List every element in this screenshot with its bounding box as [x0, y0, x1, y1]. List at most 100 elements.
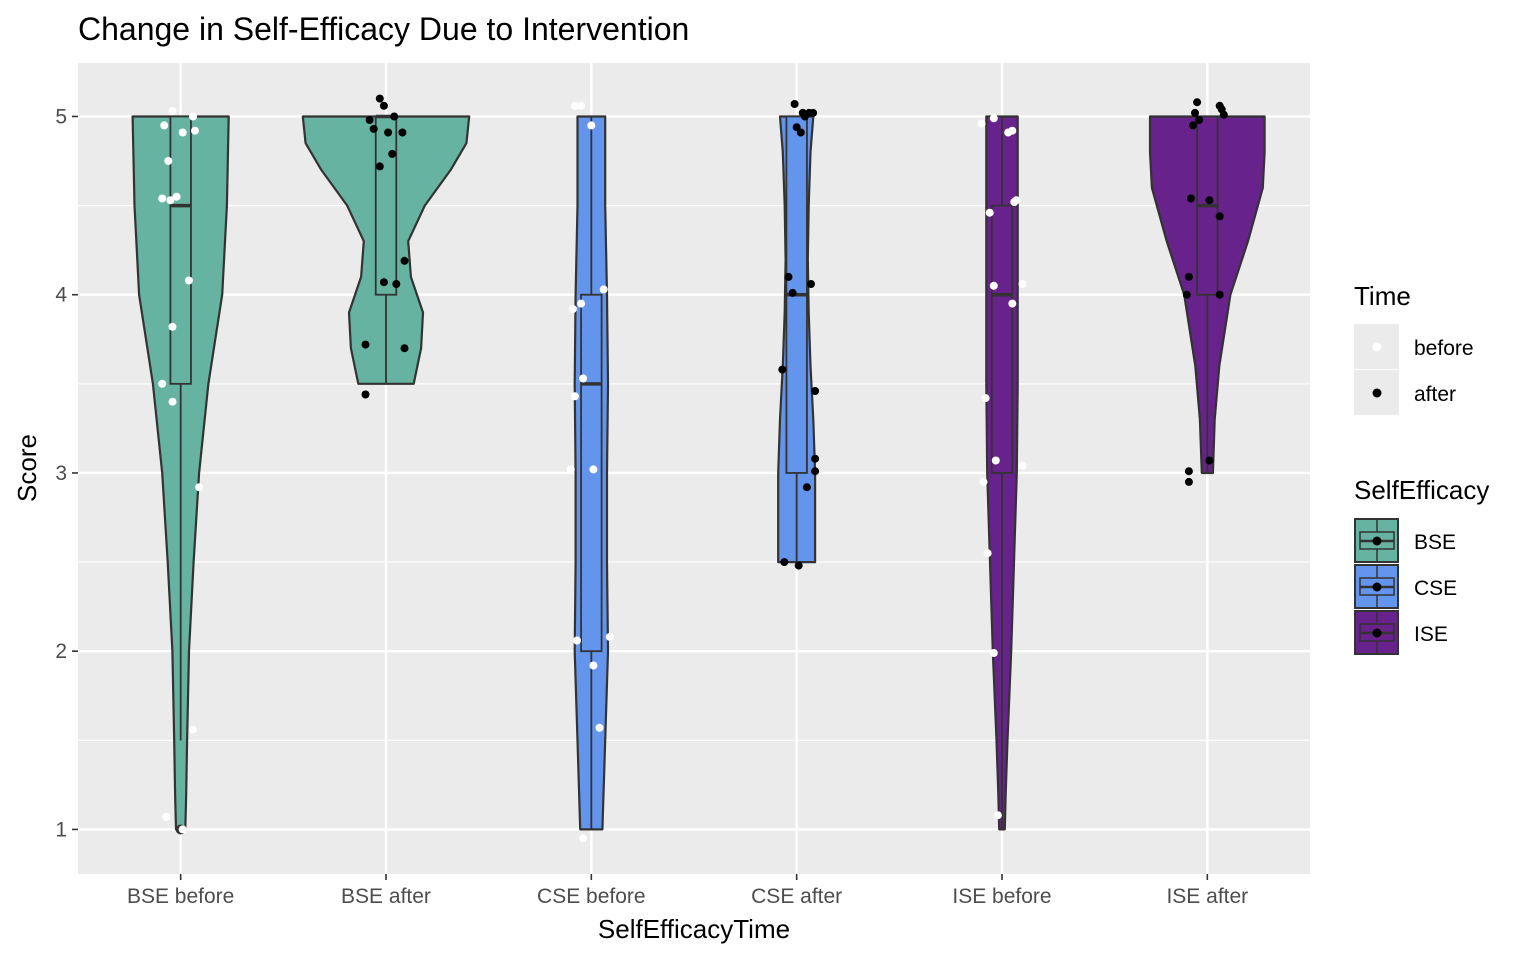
legend-label-cse: CSE [1414, 577, 1457, 600]
data-point-before [158, 379, 167, 388]
data-point-before [168, 107, 177, 116]
data-point-after [1184, 272, 1193, 281]
legend-self-efficacy-title: SelfEfficacy [1354, 475, 1489, 505]
data-point-before [178, 128, 187, 137]
data-point-after [379, 101, 388, 110]
y-tick-label: 4 [55, 284, 67, 307]
data-point-after [807, 280, 815, 288]
data-point-after [1182, 290, 1191, 299]
x-tick-label: ISE after [1166, 885, 1248, 908]
data-point-after [390, 112, 399, 121]
data-point-before [589, 661, 598, 670]
legend-label-ise: ISE [1414, 623, 1448, 646]
data-point-after [1193, 98, 1202, 107]
box-bse-after [374, 115, 398, 296]
data-point-after [1219, 110, 1228, 119]
violin-marks [131, 114, 1266, 835]
legend-key-bse [1354, 518, 1399, 563]
data-point-before [191, 126, 199, 135]
data-point-after [400, 256, 409, 265]
data-point-before [579, 834, 588, 843]
legend-key-cse [1354, 564, 1399, 609]
data-point-before [1008, 299, 1017, 308]
data-point-after [796, 128, 805, 137]
data-point-before [1018, 461, 1027, 470]
data-point-before [589, 465, 598, 474]
data-point-before [579, 374, 588, 383]
data-point-before [178, 825, 187, 834]
data-point-after [375, 94, 384, 103]
data-point-after [811, 454, 820, 463]
data-point-after [784, 272, 793, 281]
data-point-after [361, 390, 370, 399]
data-point-before [568, 305, 577, 313]
x-tick-label: BSE before [127, 885, 234, 908]
legend-self-efficacy: SelfEfficacy BSE CSE ISE [1354, 475, 1489, 655]
y-tick-label: 5 [55, 105, 67, 128]
data-point-after [1191, 108, 1199, 117]
data-point-after [1205, 456, 1214, 465]
data-point-before [573, 636, 581, 645]
data-point-before [985, 208, 994, 217]
data-point-after [800, 112, 809, 121]
y-axis: 1 2 3 4 5 [55, 105, 78, 841]
data-point-before [164, 157, 173, 165]
data-point-before [1004, 128, 1013, 137]
data-point-after [790, 100, 799, 108]
data-point-before [570, 392, 579, 401]
x-tick-label: CSE before [537, 885, 646, 908]
data-point-after [1186, 194, 1195, 203]
legend-point-before [1372, 342, 1382, 352]
data-point-before [577, 101, 586, 110]
x-tick-label: ISE before [952, 885, 1051, 908]
y-tick-label: 3 [55, 462, 67, 485]
x-tick-label: BSE after [341, 885, 431, 908]
data-point-after [778, 365, 787, 374]
data-point-after [1184, 477, 1193, 486]
data-point-before [189, 112, 197, 121]
legend-time: Time before after [1354, 281, 1474, 415]
data-point-before [595, 723, 604, 732]
legend-label-bse: BSE [1414, 531, 1456, 554]
data-point-before [599, 285, 608, 294]
data-point-before [989, 114, 998, 123]
data-point-after [369, 124, 378, 133]
chart-title: Change in Self-Efficacy Due to Intervent… [78, 11, 689, 47]
box-ise-before [990, 204, 1014, 474]
data-point-after [361, 340, 370, 349]
x-axis-title: SelfEfficacyTime [598, 914, 790, 944]
legend-time-title: Time [1354, 281, 1411, 311]
legend-label-before: before [1414, 337, 1474, 360]
data-point-after [379, 278, 388, 287]
data-point-after [375, 162, 384, 171]
data-point-before [1018, 280, 1027, 288]
data-point-before [160, 121, 169, 130]
data-point-after [802, 483, 811, 492]
data-point-after [400, 344, 409, 353]
y-axis-title: Score [12, 434, 42, 502]
data-point-before [168, 397, 177, 406]
data-point-after [1184, 467, 1193, 476]
x-axis: BSE before BSE after CSE before CSE after IS… [127, 874, 1248, 908]
box-cse-before [580, 293, 603, 653]
plot-panel [78, 63, 1310, 874]
y-tick-label: 2 [55, 640, 67, 663]
data-point-before [189, 725, 197, 734]
data-point-after [1189, 121, 1197, 130]
data-point-before [977, 119, 986, 128]
data-point-before [979, 477, 988, 486]
legend-label-after: after [1414, 383, 1456, 406]
data-point-before [993, 811, 1002, 820]
data-point-after [794, 561, 803, 570]
jitter-points [158, 94, 1228, 843]
data-point-after [398, 128, 407, 137]
data-point-before [587, 121, 596, 130]
data-point-after [1205, 196, 1214, 205]
data-point-before [1010, 198, 1019, 206]
data-point-after [392, 280, 401, 288]
box-bse-before [169, 115, 192, 385]
x-tick-label: CSE after [751, 885, 842, 908]
data-point-after [809, 108, 818, 117]
data-point-before [981, 394, 990, 403]
data-point-after [780, 558, 789, 567]
